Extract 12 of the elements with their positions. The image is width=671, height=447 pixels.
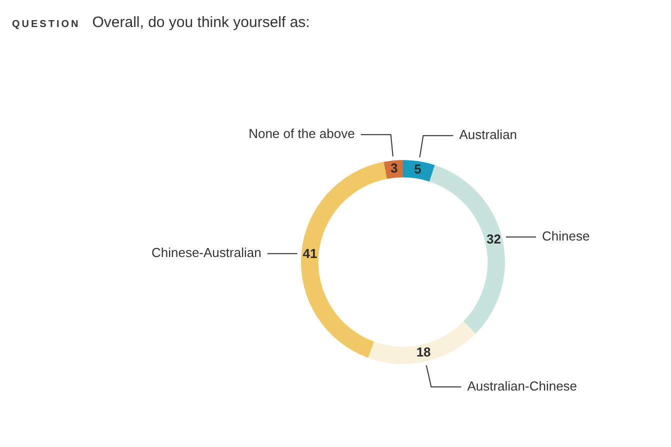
data-label: 18	[416, 344, 431, 360]
slice-label: Australian	[459, 127, 518, 142]
slice-label: Chinese	[542, 228, 590, 244]
text: QUESTION	[12, 19, 80, 30]
data-label: 5	[414, 161, 422, 176]
slice-label: Chinese-Australian	[151, 245, 262, 260]
data-label: 41	[302, 246, 318, 262]
slice-label: Australian-Chinese	[467, 378, 578, 394]
chart-title: Overall, do you think yourself as:	[92, 14, 310, 31]
data-label: 3	[390, 160, 398, 176]
data-label: 32	[486, 232, 501, 247]
slice-label: None of the above	[248, 126, 355, 142]
